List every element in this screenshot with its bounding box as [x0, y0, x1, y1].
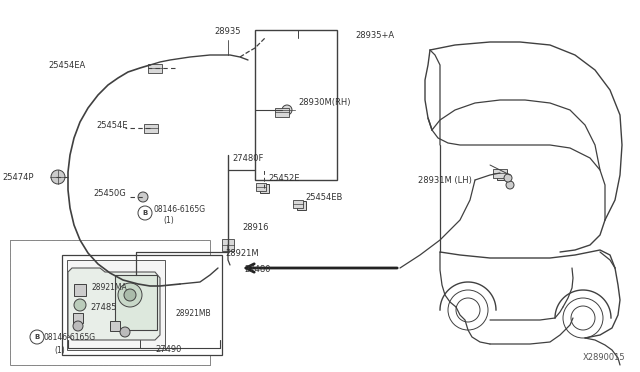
Bar: [73, 313, 83, 323]
Bar: [144, 124, 158, 132]
Text: 25474P: 25474P: [3, 173, 34, 182]
Text: 28921MB: 28921MB: [175, 308, 211, 317]
Circle shape: [124, 289, 136, 301]
Bar: [293, 200, 303, 208]
Bar: [222, 239, 234, 251]
Bar: [62, 255, 222, 355]
Bar: [110, 321, 120, 331]
Text: X2890015: X2890015: [582, 353, 625, 362]
Bar: [256, 183, 266, 191]
Bar: [67, 260, 165, 350]
Text: 28931M (LH): 28931M (LH): [418, 176, 472, 185]
Text: 08146-6165G: 08146-6165G: [153, 205, 205, 215]
Text: B: B: [35, 334, 40, 340]
Bar: [74, 284, 86, 296]
Circle shape: [73, 321, 83, 331]
Circle shape: [504, 174, 512, 182]
Circle shape: [506, 181, 514, 189]
Text: 28921M: 28921M: [225, 250, 259, 259]
Circle shape: [30, 330, 44, 344]
Circle shape: [138, 206, 152, 220]
Text: B: B: [142, 210, 148, 216]
Bar: [10, 240, 210, 365]
Text: 28935: 28935: [215, 27, 241, 36]
Polygon shape: [68, 268, 160, 340]
Circle shape: [51, 170, 65, 184]
Bar: [255, 30, 337, 180]
Bar: [10, 240, 210, 365]
Circle shape: [282, 105, 292, 115]
Text: (1): (1): [163, 217, 173, 225]
Text: 25450G: 25450G: [93, 189, 126, 199]
Text: 08146-6165G: 08146-6165G: [44, 334, 96, 343]
Bar: [115, 275, 157, 330]
Text: 28921MA: 28921MA: [92, 282, 128, 292]
Text: 28935+A: 28935+A: [355, 32, 394, 41]
Bar: [493, 169, 507, 177]
Text: 27480F: 27480F: [232, 154, 264, 163]
Text: 27490: 27490: [155, 346, 181, 355]
Text: 27485: 27485: [90, 302, 116, 311]
Circle shape: [74, 299, 86, 311]
Circle shape: [138, 192, 148, 202]
Text: 28930M(RH): 28930M(RH): [298, 98, 351, 107]
Text: 25452E: 25452E: [268, 174, 300, 183]
Bar: [275, 108, 289, 116]
Bar: [259, 183, 269, 192]
Bar: [148, 64, 162, 73]
Bar: [296, 201, 305, 209]
Text: (1): (1): [54, 346, 65, 355]
Text: 28916: 28916: [242, 224, 269, 232]
Text: 25454EA: 25454EA: [49, 61, 86, 70]
Text: 27480: 27480: [244, 266, 271, 275]
Bar: [497, 170, 507, 180]
Text: 25454EB: 25454EB: [305, 193, 342, 202]
Circle shape: [120, 327, 130, 337]
Text: 25454E: 25454E: [97, 121, 128, 129]
Circle shape: [118, 283, 142, 307]
